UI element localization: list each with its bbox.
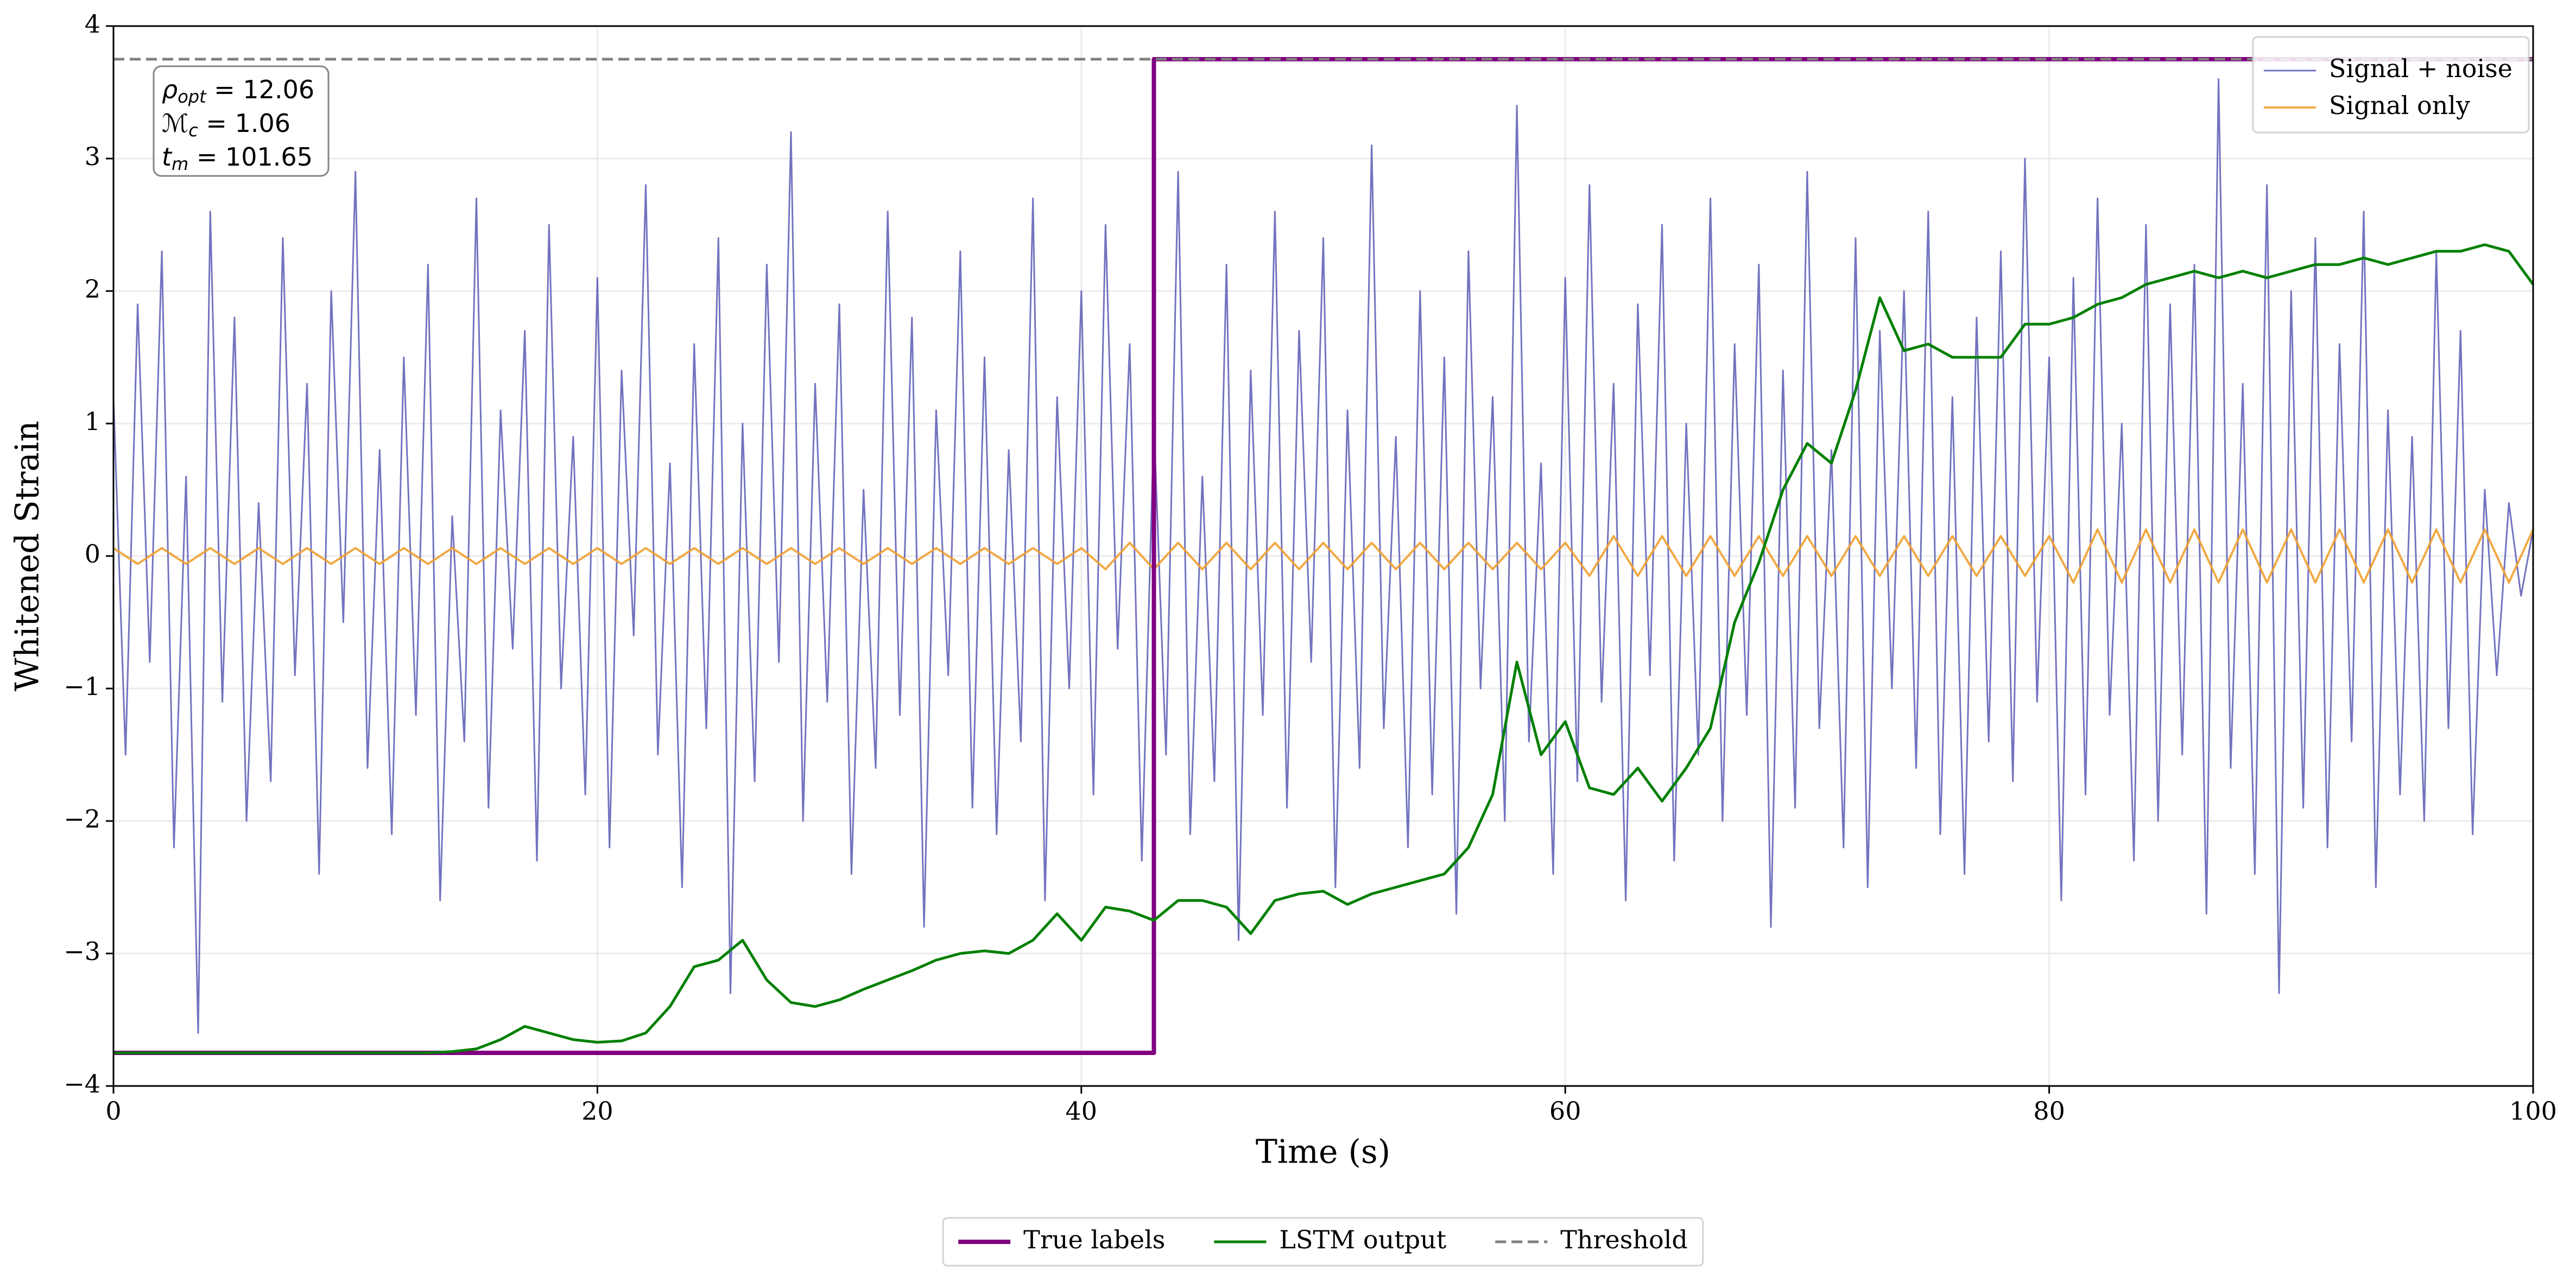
series-line <box>112 528 2534 584</box>
annotation-symbol: ρ <box>162 75 178 104</box>
plot-frame <box>112 25 2534 1087</box>
annotation-value: = 101.65 <box>188 142 313 172</box>
legend-frame <box>942 1217 1704 1267</box>
y-tick-label: 0 <box>85 539 100 569</box>
legend: Signal + noise Signal only <box>2252 36 2530 134</box>
legend-label: True labels <box>1023 1225 1165 1254</box>
legend-label: Signal only <box>2329 91 2470 120</box>
annotation-subscript: opt <box>178 86 207 107</box>
x-tick-label: 80 <box>2033 1096 2065 1126</box>
x-tick-label: 20 <box>581 1096 613 1126</box>
y-tick-label: 3 <box>85 142 100 171</box>
annotation-text: ρopt = 12.06 <box>162 75 314 108</box>
x-tick-label: 60 <box>1549 1096 1581 1126</box>
series-line <box>112 78 2534 1034</box>
annotation-value: = 12.06 <box>206 75 314 104</box>
y-tick-label: 2 <box>85 274 100 304</box>
x-tick-label: 100 <box>2509 1096 2557 1126</box>
annotation-subscript: m <box>172 154 188 174</box>
legend-label: Signal + noise <box>2329 54 2512 83</box>
series-line <box>113 243 2535 1054</box>
y-tick-label: −1 <box>64 672 100 701</box>
x-axis-label: Time (s) <box>1256 1133 1390 1171</box>
annotation-frame <box>153 65 330 177</box>
legend: True labels LSTM output Threshold <box>942 1217 1704 1267</box>
y-tick-label: −4 <box>64 1069 100 1098</box>
annotation-symbol: ℳ <box>162 109 188 138</box>
annotation-symbol: t <box>162 142 173 172</box>
y-tick-label: 4 <box>85 9 100 39</box>
legend-label: Threshold <box>1560 1225 1688 1254</box>
annotation-text: ℳc = 1.06 <box>162 109 290 141</box>
annotation-text: tm = 101.65 <box>162 142 313 175</box>
x-tick-label: 0 <box>105 1096 121 1126</box>
y-axis-label: Whitened Strain <box>9 421 47 691</box>
legend-frame <box>2252 36 2530 134</box>
y-tick-label: 1 <box>85 407 100 436</box>
x-tick-label: 40 <box>1066 1096 1098 1126</box>
y-tick-label: −3 <box>64 937 100 966</box>
legend-label: LSTM output <box>1279 1225 1446 1254</box>
annotation-value: = 1.06 <box>198 109 290 138</box>
y-tick-label: −2 <box>64 804 100 833</box>
annotation-subscript: c <box>188 120 198 141</box>
